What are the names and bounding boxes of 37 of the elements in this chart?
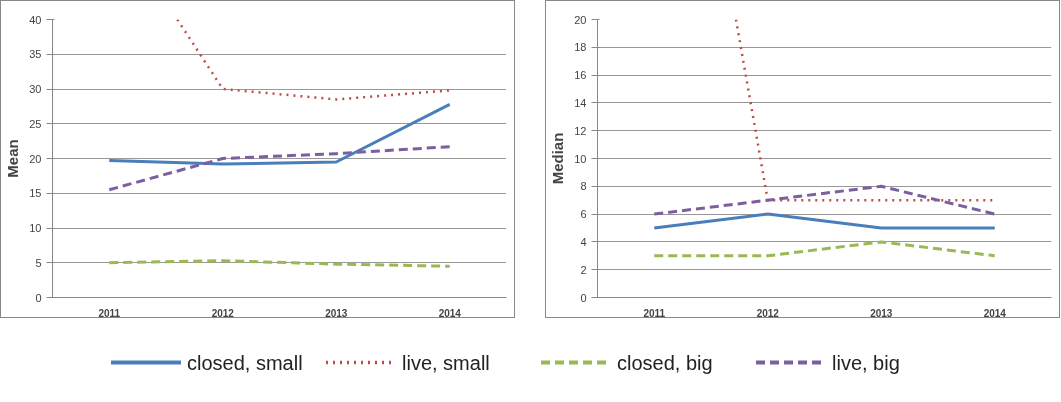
x-tick-label: 2014 xyxy=(438,307,462,319)
x-tick-label: 2011 xyxy=(98,307,121,319)
y-tick-label: 4 xyxy=(580,235,587,248)
x-tick-label: 2013 xyxy=(870,307,893,319)
y-tick-label: 0 xyxy=(580,291,587,304)
y-axis-title: Mean xyxy=(4,139,22,178)
y-tick-label: 2 xyxy=(580,263,587,276)
y-tick-label: 15 xyxy=(29,187,42,200)
y-tick-label: 20 xyxy=(574,13,587,26)
legend-label: live, big xyxy=(832,351,900,374)
line-series xyxy=(176,19,451,101)
y-tick-label: 30 xyxy=(29,83,42,95)
y-tick-label: 10 xyxy=(29,222,42,234)
legend-label: live, small xyxy=(402,351,490,374)
y-axis-title: Median xyxy=(549,132,567,185)
y-tick-label: 10 xyxy=(574,152,587,165)
x-tick-label: 2012 xyxy=(211,307,235,319)
y-tick-label: 25 xyxy=(29,117,42,130)
y-tick-label: 40 xyxy=(29,13,42,26)
line-series xyxy=(107,102,452,166)
y-tick-label: 8 xyxy=(580,180,587,193)
y-tick-label: 16 xyxy=(574,69,587,82)
y-tick-label: 12 xyxy=(574,124,587,137)
y-tick-label: 18 xyxy=(574,41,587,54)
y-tick-label: 35 xyxy=(29,48,42,61)
x-tick-label: 2013 xyxy=(325,307,348,319)
legend-label: closed, small xyxy=(187,351,303,374)
x-tick-label: 2012 xyxy=(756,307,780,319)
y-tick-label: 14 xyxy=(574,96,587,109)
x-tick-label: 2011 xyxy=(643,307,666,319)
y-tick-label: 6 xyxy=(580,208,587,221)
x-tick-label: 2014 xyxy=(983,307,1007,319)
y-tick-label: 0 xyxy=(35,291,42,304)
legend-label: closed, big xyxy=(617,351,713,374)
y-tick-label: 20 xyxy=(29,152,42,165)
y-tick-label: 5 xyxy=(35,256,42,269)
line-series xyxy=(107,145,452,192)
